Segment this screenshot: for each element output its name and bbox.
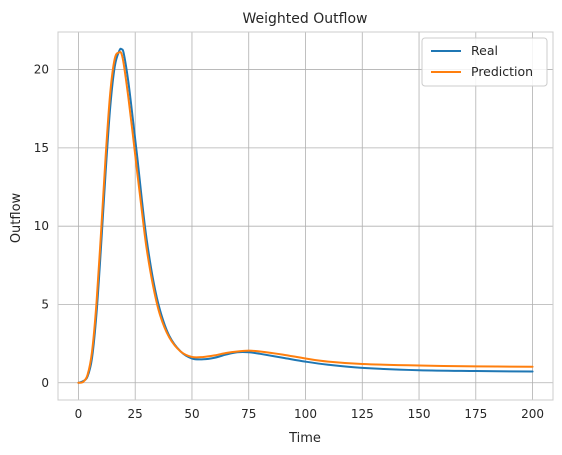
plot-frame bbox=[57, 31, 554, 401]
x-tick-label: 125 bbox=[351, 407, 374, 421]
legend: Real Prediction bbox=[421, 37, 548, 87]
y-axis-title: Outflow bbox=[9, 192, 24, 243]
y-tick-label: 15 bbox=[34, 141, 49, 155]
plot-area-border bbox=[57, 31, 554, 401]
grid-lines bbox=[58, 32, 553, 400]
series-line-prediction bbox=[77, 50, 534, 384]
x-tick-label: 175 bbox=[464, 407, 487, 421]
y-tick-label: 0 bbox=[41, 376, 49, 390]
x-tick-label: 200 bbox=[521, 407, 544, 421]
y-tick-label: 20 bbox=[34, 63, 49, 77]
y-tick-label: 5 bbox=[41, 297, 49, 311]
x-axis-title: Time bbox=[288, 431, 321, 446]
legend-label-prediction: Prediction bbox=[471, 64, 533, 79]
tick-labels: 0 25 50 75 100 125 150 175 200 0 5 10 15 20 bbox=[34, 63, 544, 421]
series-layer bbox=[77, 47, 534, 384]
x-tick-label: 25 bbox=[128, 407, 143, 421]
y-tick-label: 10 bbox=[34, 219, 49, 233]
x-tick-label: 150 bbox=[408, 407, 431, 421]
x-tick-label: 100 bbox=[294, 407, 317, 421]
x-tick-label: 50 bbox=[184, 407, 199, 421]
x-tick-label: 0 bbox=[75, 407, 83, 421]
x-tick-label: 75 bbox=[241, 407, 256, 421]
chart-title: Weighted Outflow bbox=[243, 11, 368, 27]
legend-label-real: Real bbox=[471, 43, 498, 58]
